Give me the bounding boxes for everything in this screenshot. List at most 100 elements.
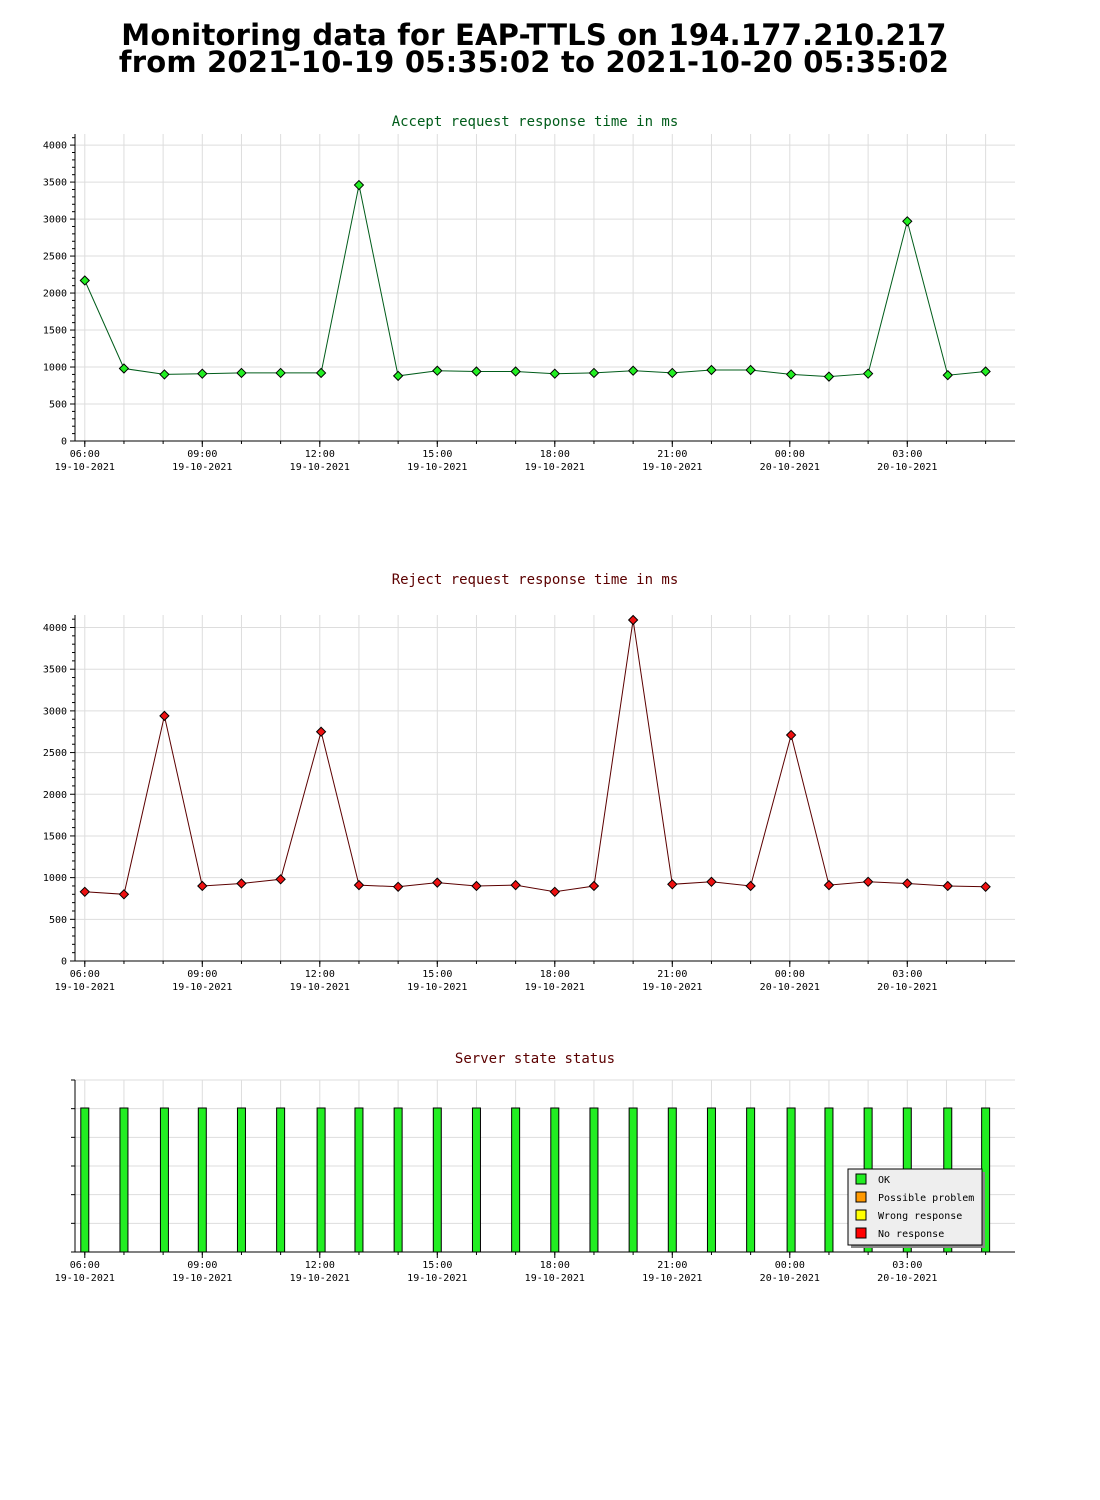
legend-swatch xyxy=(855,1191,867,1203)
legend-swatch xyxy=(855,1209,867,1221)
status-bar xyxy=(471,1107,481,1253)
data-point xyxy=(902,878,913,889)
chart-3: Server state status 06:00 19-10-2021 09:00 1… xyxy=(55,1051,1015,1284)
data-point xyxy=(79,886,90,898)
data-point xyxy=(510,366,521,377)
data-point xyxy=(197,880,208,892)
data-point xyxy=(275,367,286,379)
data-point xyxy=(980,881,991,893)
data-point xyxy=(862,368,874,379)
status-bar xyxy=(667,1107,677,1253)
x-tick-label-date: 19-10-2021 xyxy=(290,982,350,993)
data-point xyxy=(745,364,756,376)
x-tick-label-time: 06:00 xyxy=(70,969,100,980)
status-bar xyxy=(746,1107,756,1253)
data-point xyxy=(588,880,600,892)
y-tick-label: 1500 xyxy=(43,831,67,842)
x-tick-label-date: 19-10-2021 xyxy=(407,1273,467,1284)
x-tick-label-time: 12:00 xyxy=(305,969,335,980)
status-bar xyxy=(236,1107,246,1253)
y-tick-label: 4000 xyxy=(43,141,67,152)
y-tick-label: 2500 xyxy=(43,252,67,263)
data-point xyxy=(353,879,365,891)
data-point xyxy=(549,886,560,898)
chart-grid xyxy=(75,615,1015,962)
x-tick-label-time: 21:00 xyxy=(657,969,687,980)
status-bar xyxy=(824,1107,834,1253)
data-point xyxy=(79,275,90,286)
x-tick-label-date: 19-10-2021 xyxy=(525,1273,585,1284)
data-point xyxy=(667,879,678,890)
status-bar xyxy=(432,1107,442,1253)
x-tick-label-time: 09:00 xyxy=(187,449,217,460)
data-point xyxy=(549,368,560,379)
x-tick-label-date: 19-10-2021 xyxy=(642,462,702,473)
x-tick-label-date: 20-10-2021 xyxy=(877,462,937,473)
legend-label: OK xyxy=(878,1175,890,1186)
data-point xyxy=(510,879,521,891)
x-tick-label-time: 06:00 xyxy=(70,1260,100,1271)
data-point xyxy=(902,216,913,227)
data-point xyxy=(236,878,247,889)
data-point xyxy=(315,726,327,737)
x-tick-label-date: 19-10-2021 xyxy=(290,462,350,473)
status-bar xyxy=(550,1107,560,1253)
data-point xyxy=(159,369,170,380)
y-tick-label: 3000 xyxy=(43,215,67,226)
x-tick-label-date: 20-10-2021 xyxy=(760,462,820,473)
y-tick-label: 2000 xyxy=(43,289,67,300)
data-point xyxy=(392,881,404,893)
y-tick-label: 1500 xyxy=(43,326,67,337)
x-tick-label-time: 03:00 xyxy=(892,969,922,980)
legend-label: No response xyxy=(878,1229,944,1240)
data-point xyxy=(353,179,365,191)
y-tick-label: 500 xyxy=(49,915,67,926)
chart-title: Reject request response time in ms xyxy=(392,572,679,588)
data-point xyxy=(275,874,286,885)
data-point xyxy=(432,365,443,376)
x-tick-label-date: 19-10-2021 xyxy=(55,982,115,993)
chart-title: Accept request response time in ms xyxy=(392,114,679,130)
x-tick-label-date: 19-10-2021 xyxy=(407,982,467,993)
x-tick-label-time: 18:00 xyxy=(540,969,570,980)
status-bar xyxy=(197,1107,207,1253)
x-tick-label-time: 00:00 xyxy=(775,1260,805,1271)
legend-label: Wrong response xyxy=(878,1211,962,1222)
data-point xyxy=(706,364,717,376)
data-point xyxy=(862,876,874,888)
data-point xyxy=(197,368,208,379)
data-point xyxy=(471,880,482,892)
data-point xyxy=(236,367,247,379)
legend-swatch xyxy=(855,1173,867,1185)
data-point xyxy=(588,367,600,379)
data-point xyxy=(315,367,327,379)
y-tick-label: 500 xyxy=(49,400,67,411)
chart-1: Accept request response time in ms 0 500 10… xyxy=(43,114,1015,473)
x-tick-label-date: 19-10-2021 xyxy=(172,1273,232,1284)
x-tick-label-date: 20-10-2021 xyxy=(760,982,820,993)
data-point xyxy=(942,369,953,381)
data-point xyxy=(823,879,835,891)
status-bar xyxy=(589,1107,599,1253)
x-tick-label-time: 18:00 xyxy=(540,449,570,460)
status-bar xyxy=(393,1107,403,1253)
data-point xyxy=(785,369,797,380)
x-tick-label-date: 19-10-2021 xyxy=(172,982,232,993)
x-tick-label-date: 19-10-2021 xyxy=(55,1273,115,1284)
x-tick-label-date: 19-10-2021 xyxy=(525,462,585,473)
y-tick-label: 4000 xyxy=(43,623,67,634)
y-tick-label: 2000 xyxy=(43,790,67,801)
status-bar xyxy=(316,1107,326,1253)
x-tick-label-time: 00:00 xyxy=(775,449,805,460)
data-point xyxy=(159,710,170,722)
y-tick-label: 1000 xyxy=(43,363,67,374)
x-tick-label-time: 18:00 xyxy=(540,1260,570,1271)
data-point xyxy=(392,370,404,382)
status-bar xyxy=(276,1107,286,1253)
chart-title: Server state status xyxy=(455,1051,615,1067)
x-tick-label-time: 09:00 xyxy=(187,1260,217,1271)
data-point xyxy=(823,371,835,382)
x-tick-label-time: 12:00 xyxy=(305,449,335,460)
page-title: Monitoring data for EAP-TTLS on 194.177.… xyxy=(0,21,1068,77)
